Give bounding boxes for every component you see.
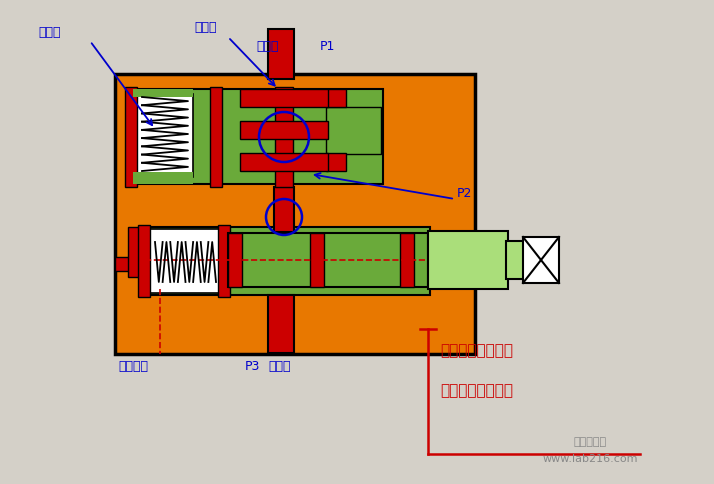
Bar [115,75,475,354]
Bar [115,257,143,272]
Bar [210,88,222,188]
Text: 进油口: 进油口 [256,40,278,53]
Bar [138,226,150,297]
Bar [326,108,381,155]
Bar [268,30,294,80]
Bar [128,227,142,277]
Bar [228,233,242,287]
Bar [240,90,328,108]
Bar [133,90,193,98]
Bar [128,90,213,184]
Bar [310,233,324,287]
Text: 泄露油口: 泄露油口 [118,359,148,372]
Bar [150,229,220,293]
Bar [133,95,193,178]
Text: 节流口: 节流口 [38,26,61,39]
Bar [506,242,524,279]
Bar [140,227,430,295]
Text: 当出口压力升高时: 当出口压力升高时 [440,382,513,397]
Bar [326,90,346,108]
Bar [218,226,230,297]
Bar [326,154,346,172]
Bar [523,238,559,284]
Text: 减压口: 减压口 [194,21,216,34]
Bar [274,188,294,232]
Text: P3: P3 [245,359,261,372]
Bar [240,122,328,140]
Bar [218,90,383,184]
Bar [133,173,193,184]
Bar [240,154,328,172]
Bar [275,88,293,188]
Text: P1: P1 [320,40,336,53]
Text: www.lab216.com: www.lab216.com [542,453,638,463]
Text: 当出口压力降底时: 当出口压力降底时 [440,342,513,357]
Bar [400,233,414,287]
Bar [125,88,137,188]
Bar [228,233,428,287]
Text: 中实仪信网: 中实仪信网 [573,436,607,446]
Text: P2: P2 [457,187,473,199]
Bar [428,231,508,289]
Bar [268,295,294,353]
Text: 出油口: 出油口 [268,359,291,372]
